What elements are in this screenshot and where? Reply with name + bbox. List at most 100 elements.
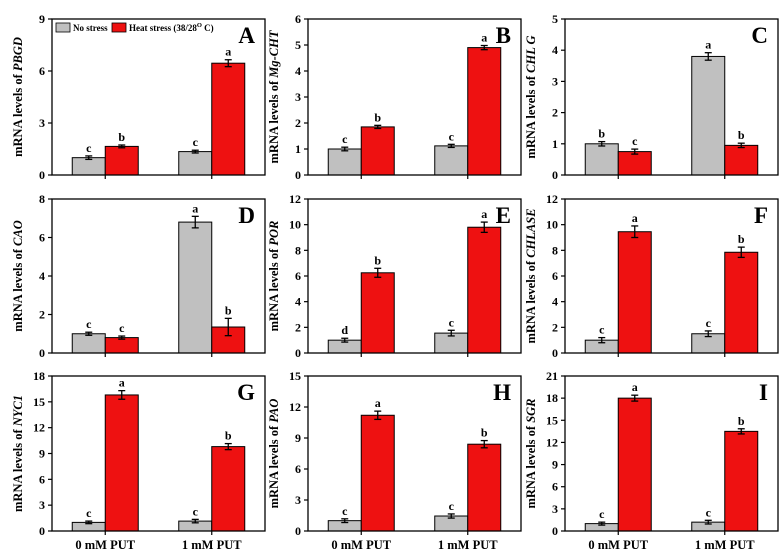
panel-h-bar-heat-stress-2 [467, 443, 502, 532]
panel-d-ytick-label: 8 [39, 192, 45, 206]
x-category-label-col2-1: 0 mM PUT [331, 538, 391, 552]
panel-b: c b c a 0 1 2 3 4 5 6 mRNA levels of Mg-CHT B [267, 12, 522, 182]
panel-f-ytick-label: 6 [552, 269, 558, 283]
panel-a-frame [51, 18, 266, 176]
panel-f-bar-heat-stress-2 [724, 251, 759, 354]
panel-f-sig-letter-heat-stress-1: a [632, 211, 638, 225]
panel-g-sig-letter-heat-stress-2: b [225, 429, 232, 443]
panel-a-sig-letter-heat-stress-1: b [118, 130, 125, 144]
panel-i-letter: I [759, 380, 768, 405]
legend-label-heat-stress: Heat stress (38/28O C) [129, 22, 214, 33]
panel-e-sig-letter-no-stress-2: c [449, 315, 455, 329]
panel-c: b c a b 0 1 2 3 4 5 mRNA levels of CHL G C [524, 12, 779, 182]
panel-e-ylabel: mRNA levels of POR [267, 221, 281, 332]
panel-c-errorbar-no-stress-2 [704, 52, 712, 61]
panel-f-ytick-label: 0 [552, 346, 558, 360]
panel-a-sig-letter-no-stress-1: c [86, 141, 92, 155]
legend: No stress Heat stress (38/28O C) [55, 22, 214, 33]
panel-i-errorbar-no-stress-2 [704, 519, 712, 525]
panel-h-sig-letter-heat-stress-2: b [481, 426, 488, 440]
panel-c-sig-letter-no-stress-1: b [598, 127, 605, 141]
panel-f-ytick-label: 8 [552, 243, 558, 257]
panel-g-sig-letter-heat-stress-1: a [119, 376, 125, 390]
panel-b-bar-no-stress-2 [434, 145, 469, 176]
panel-b-ytick-label: 4 [295, 64, 301, 78]
panel-b-bar-heat-stress-1 [360, 126, 395, 176]
panel-c-ytick-label: 1 [552, 137, 558, 151]
panel-g-ytick-label: 18 [33, 369, 45, 383]
panel-i-bar-heat-stress-1 [617, 397, 652, 532]
panel-h-errorbar-heat-stress-1 [374, 410, 382, 421]
panel-g-sig-letter-no-stress-1: c [86, 506, 92, 520]
panel-d: c c a b 0 2 4 6 8 mRNA levels of CAO D [11, 192, 266, 360]
panel-f-errorbar-heat-stress-1 [631, 225, 639, 239]
panel-h-ytick-label: 9 [295, 431, 301, 445]
panel-i-frame [564, 375, 779, 532]
panel-g-ytick-label: 6 [39, 472, 45, 486]
panel-i-ytick-label: 0 [552, 524, 558, 538]
panel-h-ytick-label: 6 [295, 462, 301, 476]
panel-f-letter: F [754, 203, 768, 228]
panel-b-errorbar-no-stress-1 [341, 146, 349, 152]
panel-f-ytick-label: 4 [552, 295, 558, 309]
panel-f-errorbar-heat-stress-2 [737, 246, 745, 259]
panel-g-errorbar-heat-stress-1 [118, 389, 126, 400]
panel-d-bar-heat-stress-1 [104, 337, 139, 354]
panel-d-errorbar-no-stress-1 [85, 331, 93, 336]
panel-g: c a c b 0 3 6 9 12 15 18 mRNA levels of NYC1 G [11, 369, 266, 538]
panel-b-ytick-label: 1 [295, 142, 301, 156]
panel-c-ylabel: mRNA levels of CHL G [524, 35, 538, 158]
panel-i-sig-letter-heat-stress-1: a [632, 380, 638, 394]
panel-b-ytick-label: 5 [295, 38, 301, 52]
panel-i-sig-letter-no-stress-2: c [706, 505, 712, 519]
panel-h-ytick-label: 15 [289, 369, 301, 383]
panel-b-ytick-label: 6 [295, 12, 301, 26]
panel-h-sig-letter-heat-stress-1: a [375, 396, 381, 410]
panel-g-ytick-label: 3 [39, 498, 45, 512]
panel-h-sig-letter-no-stress-2: c [449, 499, 455, 513]
panel-f-sig-letter-no-stress-1: c [599, 323, 605, 337]
panel-a-errorbar-heat-stress-2 [224, 59, 232, 68]
panel-h-sig-letter-no-stress-1: c [342, 504, 348, 518]
panel-d-letter: D [238, 203, 255, 228]
panel-a-sig-letter-heat-stress-2: a [225, 45, 231, 59]
panel-d-errorbar-heat-stress-1 [118, 335, 126, 340]
panel-i-ytick-label: 18 [546, 391, 558, 405]
panel-c-ytick-label: 5 [552, 12, 558, 26]
panel-g-errorbar-no-stress-2 [191, 518, 199, 524]
panel-i-ylabel: mRNA levels of SGR [524, 398, 538, 508]
panel-e-sig-letter-heat-stress-2: a [481, 207, 487, 221]
panel-a-ytick-label: 3 [39, 116, 45, 130]
panel-c-ytick-label: 4 [552, 43, 558, 57]
panel-e-ytick-label: 10 [289, 218, 301, 232]
legend-label-no-stress: No stress [73, 23, 108, 33]
panel-g-bar-heat-stress-2 [211, 446, 246, 532]
panel-c-ytick-label: 2 [552, 106, 558, 120]
panel-g-bar-heat-stress-1 [104, 394, 139, 532]
panel-h-errorbar-heat-stress-2 [480, 439, 488, 449]
panel-h-ytick-label: 12 [289, 400, 301, 414]
panel-f-sig-letter-heat-stress-2: b [738, 232, 745, 246]
panel-g-ytick-label: 12 [33, 421, 45, 435]
panel-c-errorbar-heat-stress-1 [631, 148, 639, 155]
panel-b-errorbar-no-stress-2 [447, 143, 455, 149]
panel-b-errorbar-heat-stress-2 [480, 44, 488, 51]
panel-i-errorbar-no-stress-1 [598, 521, 606, 526]
legend-entry-heat-stress: Heat stress (38/28O C) [111, 22, 214, 33]
panel-d-bar-no-stress-1 [71, 333, 106, 354]
panel-a-bar-no-stress-1 [71, 157, 106, 176]
panel-i-bar-heat-stress-2 [724, 430, 759, 532]
panel-h-ytick-label: 3 [295, 493, 301, 507]
panel-h-ylabel: mRNA levels of PAO [267, 399, 281, 509]
x-category-label-col2-2: 1 mM PUT [438, 538, 498, 552]
panel-b-ylabel: mRNA levels of Mg-CHT [267, 29, 281, 163]
panel-a-sig-letter-no-stress-2: c [193, 135, 199, 149]
panel-e-errorbar-heat-stress-1 [374, 267, 382, 278]
panel-d-ytick-label: 2 [39, 308, 45, 322]
panel-b-ytick-label: 3 [295, 90, 301, 104]
panel-b-letter: B [496, 23, 511, 48]
panel-e-ytick-label: 12 [289, 192, 301, 206]
x-category-label-col3-1: 0 mM PUT [588, 538, 648, 552]
panel-i-ytick-label: 12 [546, 435, 558, 449]
